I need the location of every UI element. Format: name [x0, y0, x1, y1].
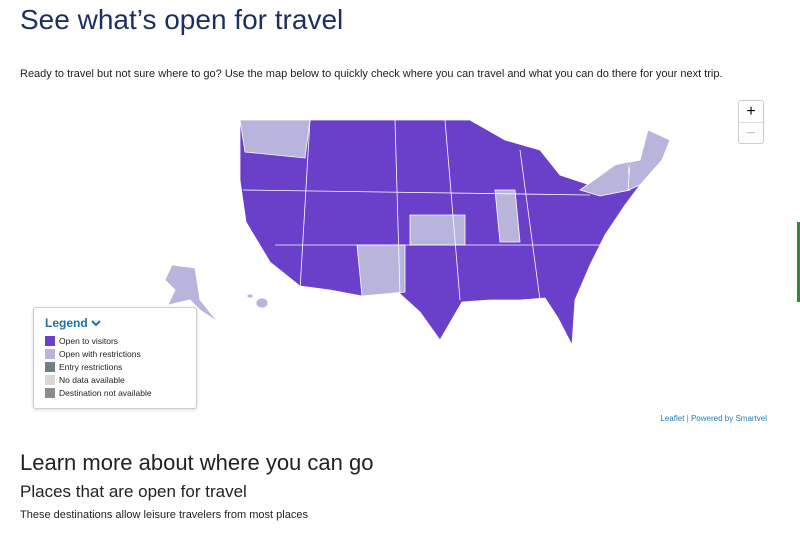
state-border [242, 189, 591, 196]
legend: Legend Open to visitors Open with restric… [33, 307, 197, 409]
legend-item: Destination not available [45, 386, 152, 399]
legend-item: Open with restrictions [45, 347, 152, 360]
legend-swatch [45, 335, 55, 346]
legend-title-text: Legend [45, 316, 88, 330]
legend-items: Open to visitors Open with restrictions En… [45, 334, 152, 399]
map[interactable] [0, 95, 800, 355]
attribution-separator: | [686, 414, 689, 423]
legend-label: No data available [59, 374, 125, 385]
state-new-england[interactable] [627, 129, 671, 191]
legend-swatch [45, 348, 55, 359]
legend-swatch [45, 361, 55, 372]
state-illinois[interactable] [494, 189, 521, 243]
state-hawaii[interactable] [255, 297, 269, 309]
state-border [519, 149, 541, 301]
zoom-in[interactable]: + [739, 101, 763, 123]
state-border [444, 119, 461, 301]
intro-text: Ready to travel but not sure where to go… [20, 68, 723, 80]
zoom-out[interactable]: − [746, 125, 756, 142]
legend-label: Entry restrictions [59, 361, 123, 372]
attribution-link[interactable]: Leaflet [660, 414, 685, 423]
legend-label: Open to visitors [59, 335, 119, 346]
section-title: Learn more about where you can go [20, 450, 374, 475]
legend-item: Entry restrictions [45, 360, 152, 373]
legend-swatch [45, 374, 55, 385]
state-hawaii[interactable] [246, 293, 254, 299]
legend-item: Open to visitors [45, 334, 152, 347]
state-new-mexico[interactable] [356, 244, 406, 297]
attribution-link[interactable]: Powered by Smartvel [690, 414, 767, 423]
section-text: These destinations allow leisure travele… [20, 509, 308, 521]
section-subtitle: Places that are open for travel [20, 482, 247, 501]
state-washington[interactable] [239, 119, 311, 159]
state-kansas[interactable] [409, 214, 466, 246]
legend-title[interactable]: Legend [45, 316, 101, 330]
legend-label: Destination not available [59, 387, 152, 398]
zoom-control: + − [738, 100, 764, 144]
legend-label: Open with restrictions [59, 348, 141, 359]
legend-item: No data available [45, 373, 152, 386]
state-new-york[interactable] [579, 161, 631, 197]
state-border [394, 119, 401, 296]
side-tab[interactable] [797, 222, 800, 302]
map-attribution: Leaflet | Powered by Smartvel [660, 414, 767, 423]
state-border [299, 119, 311, 291]
page-title: See what’s open for travel [20, 4, 344, 35]
legend-swatch [45, 387, 55, 398]
chevron-icon [91, 320, 101, 327]
state-alaska[interactable] [164, 264, 219, 323]
